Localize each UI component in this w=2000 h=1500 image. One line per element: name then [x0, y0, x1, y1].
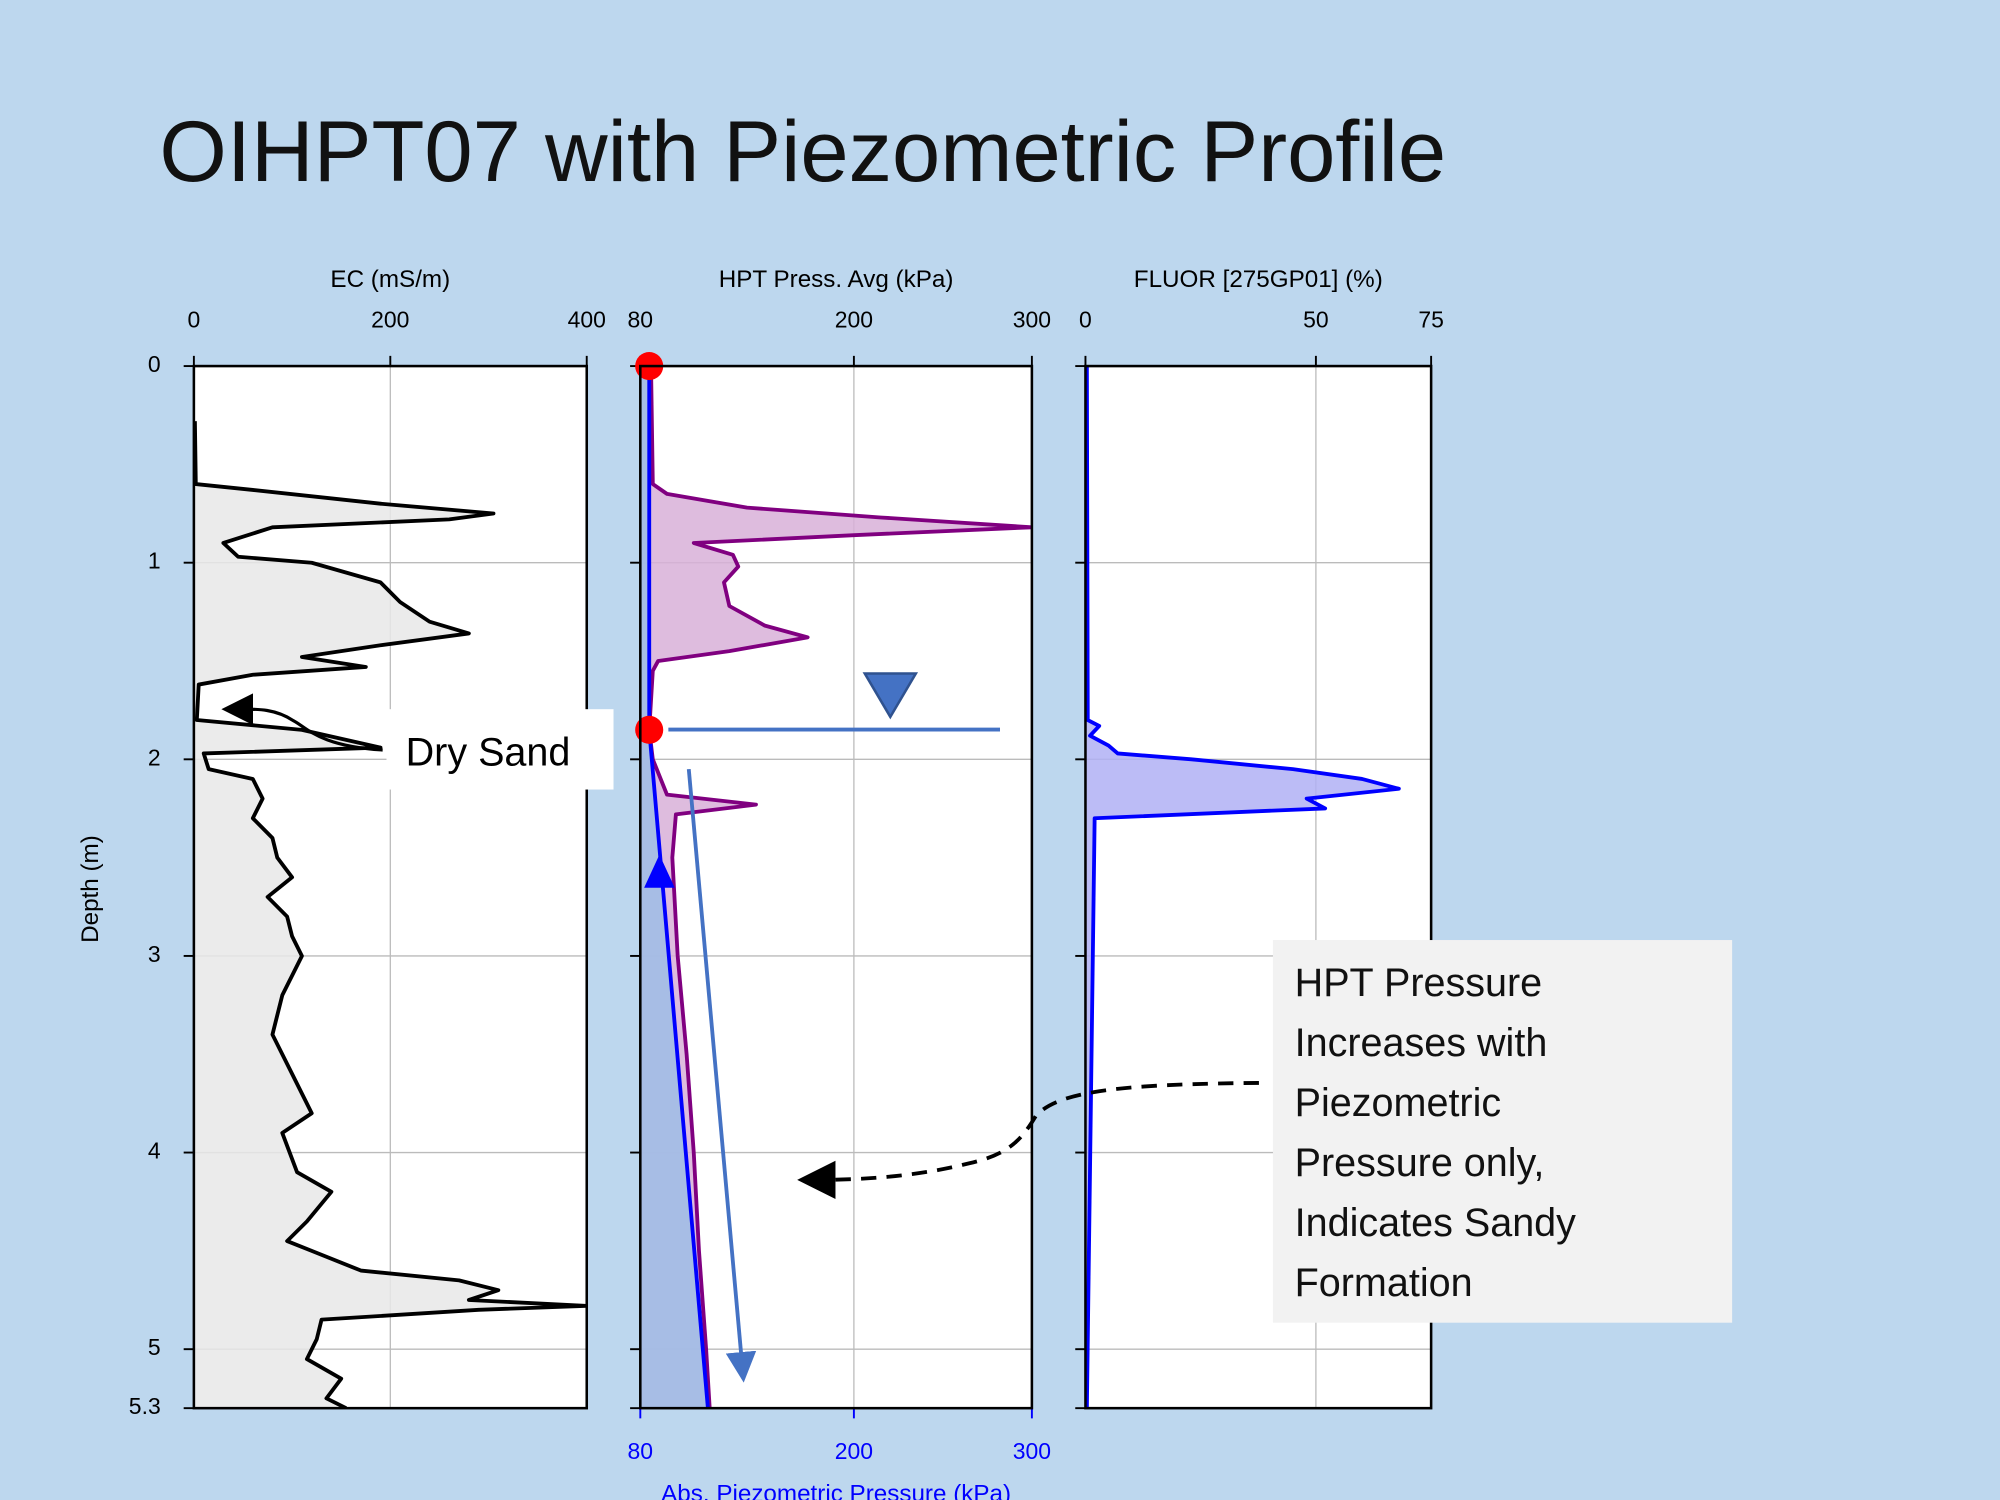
y-tick-label: 0	[148, 351, 161, 377]
plot-frame	[639, 364, 1034, 1410]
y-tick-label: 3	[148, 941, 161, 967]
water-table-symbol	[862, 672, 919, 720]
x2-tick-label: 80	[628, 1438, 654, 1464]
plot-frame	[192, 364, 589, 1410]
note-line: HPT Pressure	[1295, 961, 1543, 1005]
x-tick-label: 200	[371, 306, 409, 332]
y-tick-label: 4	[148, 1138, 161, 1164]
dry-sand-box	[386, 709, 614, 790]
area-fill	[640, 366, 1032, 1409]
series-group	[1085, 366, 1401, 1409]
y-tick-label: 2	[148, 744, 161, 770]
note-line: Formation	[1295, 1261, 1473, 1305]
x-axis-label: FLUOR [275GP01] (%)	[1134, 266, 1383, 293]
trend-arrow	[686, 768, 757, 1383]
series-line	[1085, 366, 1401, 1409]
note-line: Indicates Sandy	[1295, 1201, 1577, 1245]
y-axis-label: Depth (m)	[77, 835, 104, 943]
x-tick-label: 50	[1303, 306, 1329, 332]
x-tick-label: 400	[568, 306, 606, 332]
note-line: Piezometric	[1295, 1081, 1502, 1125]
y-tick-label: 5	[148, 1334, 161, 1360]
y-tick-label: 1	[148, 548, 161, 574]
note-line: Increases with	[1295, 1021, 1548, 1065]
x-tick-label: 75	[1418, 306, 1444, 332]
y-tick-label: 5.3	[129, 1393, 161, 1419]
slide-title: OIHPT07 with Piezometric Profile	[159, 103, 1446, 200]
dry-sand-arrow	[221, 693, 383, 752]
series-line	[647, 366, 1032, 1409]
plot-frame	[1084, 364, 1433, 1410]
x-tick-label: 80	[628, 306, 654, 332]
note-line: Pressure only,	[1295, 1141, 1545, 1185]
marker	[635, 715, 664, 744]
x-tick-label: 0	[187, 306, 200, 332]
x-tick-label: 0	[1079, 306, 1092, 332]
x2-tick-label: 300	[1013, 1438, 1051, 1464]
series-line	[193, 421, 587, 1409]
x2-tick-label: 200	[835, 1438, 873, 1464]
area-fill	[640, 366, 708, 1409]
dry-sand-label: Dry Sand	[406, 730, 571, 774]
note-box	[1272, 940, 1733, 1323]
x-axis-label: HPT Press. Avg (kPa)	[719, 266, 954, 293]
x-tick-label: 300	[1013, 306, 1051, 332]
x-tick-label: 200	[835, 306, 873, 332]
series-group	[193, 421, 587, 1409]
up-arrow	[644, 854, 675, 888]
x2-axis-label: Abs. Piezometric Pressure (kPa)	[661, 1480, 1011, 1500]
note-arrow	[797, 1080, 1259, 1199]
x-axis-label: EC (mS/m)	[330, 266, 450, 293]
